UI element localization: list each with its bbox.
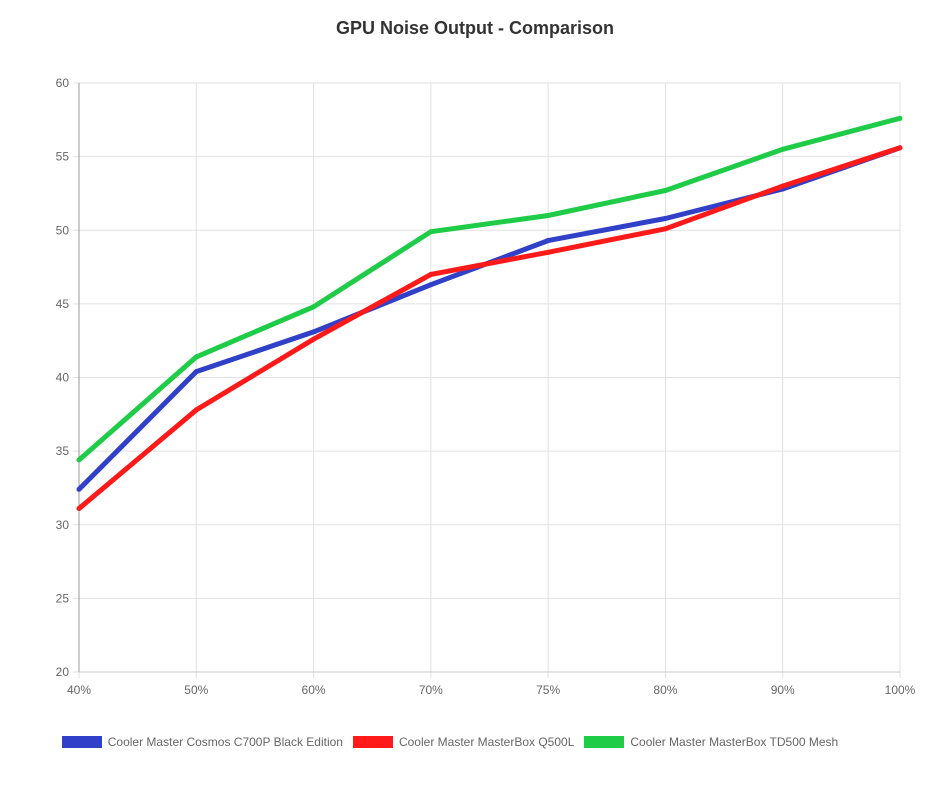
x-tick-label: 100% xyxy=(885,683,916,697)
series-line-0 xyxy=(77,145,901,492)
data-point[interactable] xyxy=(76,457,82,463)
x-tick-label: 60% xyxy=(302,683,326,697)
x-tick-label: 90% xyxy=(771,683,795,697)
legend-item-0[interactable]: Cooler Master Cosmos C700P Black Edition xyxy=(61,735,343,749)
data-point[interactable] xyxy=(897,145,903,151)
legend-swatch xyxy=(61,736,102,748)
data-point[interactable] xyxy=(76,506,82,512)
data-point[interactable] xyxy=(897,115,903,121)
y-tick-label: 60 xyxy=(56,76,70,90)
y-tick-label: 25 xyxy=(56,591,70,605)
x-tick-label: 75% xyxy=(536,683,560,697)
x-axis-ticks: 40% 50% 60% 70% 75% 80% 90% 100% xyxy=(67,683,916,697)
legend-label: Cooler Master MasterBox TD500 Mesh xyxy=(630,735,839,749)
data-point[interactable] xyxy=(76,486,82,492)
data-point[interactable] xyxy=(780,146,786,152)
y-tick-label: 20 xyxy=(56,665,70,679)
data-point[interactable] xyxy=(662,226,668,232)
data-point[interactable] xyxy=(193,407,199,413)
data-point[interactable] xyxy=(311,336,317,342)
series-lines xyxy=(76,115,903,512)
y-tick-label: 40 xyxy=(56,371,70,385)
legend-swatch xyxy=(584,736,625,748)
y-tick-label: 35 xyxy=(56,444,70,458)
data-point[interactable] xyxy=(428,282,434,288)
y-tick-label: 45 xyxy=(56,297,70,311)
x-tick-label: 50% xyxy=(184,683,208,697)
x-tick-label: 70% xyxy=(419,683,443,697)
data-point[interactable] xyxy=(545,249,551,255)
data-point[interactable] xyxy=(193,369,199,375)
legend: Cooler Master Cosmos C700P Black Edition… xyxy=(0,735,900,749)
legend-item-1[interactable]: Cooler Master MasterBox Q500L xyxy=(352,735,575,749)
series-line-2 xyxy=(77,115,901,462)
chart-title: GPU Noise Output - Comparison xyxy=(335,18,614,38)
data-point[interactable] xyxy=(780,183,786,189)
y-tick-label: 30 xyxy=(56,518,70,532)
y-tick-label: 55 xyxy=(56,150,70,164)
series-line-1 xyxy=(77,145,901,511)
x-tick-label: 80% xyxy=(653,683,677,697)
legend-swatch xyxy=(352,736,393,748)
data-point[interactable] xyxy=(193,354,199,360)
data-point[interactable] xyxy=(428,271,434,277)
legend-item-2[interactable]: Cooler Master MasterBox TD500 Mesh xyxy=(584,735,838,749)
axes xyxy=(78,83,900,673)
data-point[interactable] xyxy=(662,187,668,193)
data-point[interactable] xyxy=(311,329,317,335)
data-point[interactable] xyxy=(545,213,551,219)
grid-lines xyxy=(73,82,901,678)
data-point[interactable] xyxy=(428,229,434,235)
data-point[interactable] xyxy=(311,304,317,310)
legend-label: Cooler Master MasterBox Q500L xyxy=(398,735,575,749)
legend-label: Cooler Master Cosmos C700P Black Edition xyxy=(107,735,343,749)
x-tick-label: 40% xyxy=(67,683,91,697)
y-axis-ticks: 20 25 30 35 40 45 50 55 60 xyxy=(56,76,70,679)
y-tick-label: 50 xyxy=(56,223,70,237)
data-point[interactable] xyxy=(662,215,668,221)
data-point[interactable] xyxy=(545,238,551,244)
